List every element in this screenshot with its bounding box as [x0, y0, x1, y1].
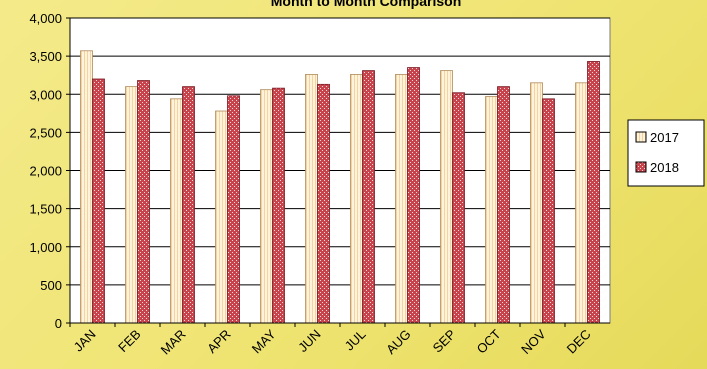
bar-2018-feb	[137, 80, 150, 324]
bar-2017-jul	[350, 74, 363, 324]
y-tick-label: 4,000	[29, 11, 62, 26]
bar-2018-dec	[587, 61, 600, 324]
bar-2017-apr	[215, 110, 228, 324]
y-tick-label: 1,500	[29, 202, 62, 217]
bar-2017-mar	[170, 98, 183, 324]
legend-swatch-2018	[635, 161, 647, 173]
bar-2018-oct	[497, 86, 510, 324]
x-category-label: JAN	[71, 327, 99, 355]
x-category-label: JUN	[295, 327, 323, 355]
x-category-label: DEC	[564, 327, 594, 357]
gridlines	[70, 17, 610, 286]
legend-label-2017: 2017	[650, 130, 679, 145]
x-category-label: OCT	[474, 326, 504, 356]
bar-2017-oct	[485, 96, 498, 324]
x-category-label: SEP	[430, 327, 459, 356]
bar-2017-jan	[80, 50, 93, 324]
bar-2017-nov	[530, 82, 543, 324]
bar-2018-sep	[452, 92, 465, 324]
y-tick-label: 3,000	[29, 87, 62, 102]
bar-2018-apr	[227, 95, 240, 324]
x-category-label: NOV	[518, 326, 549, 357]
legend: 2017 2018	[627, 119, 705, 187]
x-category-label: MAY	[249, 326, 279, 356]
bar-2018-nov	[542, 98, 555, 324]
x-category-label: MAR	[158, 327, 189, 358]
bar-2018-aug	[407, 67, 420, 324]
y-tick-label: 500	[40, 278, 62, 293]
legend-box	[627, 119, 705, 187]
bar-2018-may	[272, 87, 285, 324]
x-category-label: APR	[204, 327, 234, 357]
x-category-label: FEB	[115, 327, 143, 355]
y-tick-label: 1,000	[29, 240, 62, 255]
y-axis-ticks: 0 500 1,000 1,500 2,000 2,500 3,000 3,500 4,000	[29, 11, 70, 331]
legend-swatch-2017	[635, 131, 647, 143]
y-tick-label: 0	[55, 316, 62, 331]
x-category-label: AUG	[383, 327, 414, 358]
bars	[69, 50, 600, 327]
bar-2018-mar	[182, 86, 195, 324]
bar-2017-dec	[575, 82, 588, 324]
y-tick-label: 2,000	[29, 164, 62, 179]
bar-2017-sep	[440, 70, 453, 324]
chart-title: Month to Month Comparison	[271, 0, 462, 9]
bar-2018-jun	[317, 83, 330, 324]
legend-label-2018: 2018	[650, 160, 679, 175]
bar-2017-jun	[305, 74, 318, 324]
bar-2017-feb	[125, 86, 138, 324]
bar-2018-jul	[362, 70, 375, 324]
x-axis-labels: JAN FEB MAR APR MAY JUN JUL AUG SEP OCT NOV DEC	[71, 326, 594, 357]
x-category-label: JUL	[342, 327, 369, 354]
bar-2017-aug	[395, 74, 408, 324]
bar-2017-may	[260, 89, 273, 324]
bar-2018-jan	[92, 78, 105, 324]
y-tick-label: 3,500	[29, 49, 62, 64]
y-tick-label: 2,500	[29, 125, 62, 140]
